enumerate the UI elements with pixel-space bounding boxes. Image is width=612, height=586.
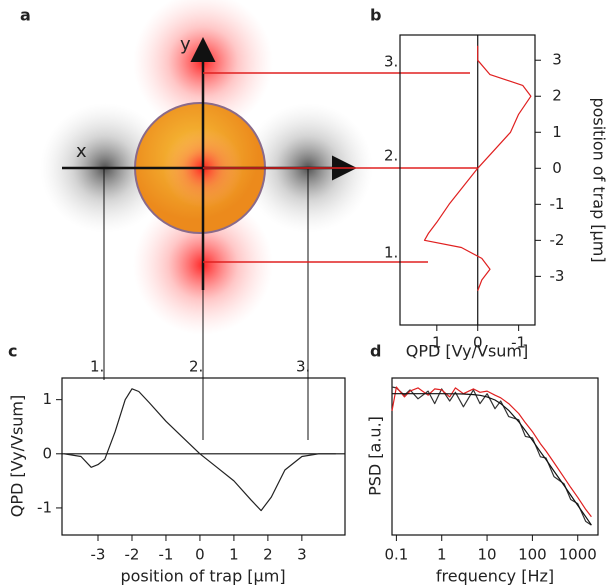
tick-label: -1 (37, 498, 52, 516)
tick-label: 2 (263, 546, 273, 564)
tick-label: -2 (550, 231, 565, 249)
tick-label: -1 (158, 546, 173, 564)
tick-label: 100 (518, 546, 547, 564)
axis-label: position of trap [µm] (590, 97, 609, 262)
tick-label: 0.1 (384, 546, 408, 564)
tick-label: 3 (552, 51, 562, 69)
marker-label: 3. (296, 358, 310, 376)
plot-frame (61, 377, 346, 536)
axis-label: position of trap [µm] (120, 567, 285, 586)
panel-label: b (370, 6, 381, 25)
panel-label: d (370, 342, 381, 361)
diagram-a: x y 1. 2. 3. 1. 2. 3. (40, 0, 478, 440)
panel-label: c (8, 342, 17, 361)
tick-label: 1000 (559, 546, 597, 564)
tick-label: -3 (550, 267, 565, 285)
axis-label: PSD [a.u.] (366, 416, 385, 496)
tick-label: 2 (552, 87, 562, 105)
axis-x-label: x (76, 141, 87, 162)
tick-label: 3 (297, 546, 307, 564)
tick-label: 1 (229, 546, 239, 564)
data-line (63, 388, 336, 512)
axis-label: QPD [Vy/Vsum] (8, 395, 27, 518)
axis-y-label: y (180, 34, 191, 55)
tick-label: 0 (473, 334, 483, 352)
tick-label: 1 (437, 546, 447, 564)
axis-label: QPD [Vy/Vsum] (406, 342, 529, 361)
marker-label: 3. (384, 53, 398, 71)
tick-label: -3 (91, 546, 106, 564)
plot-frame (391, 377, 599, 536)
axis-label: frequency [Hz] (436, 567, 554, 586)
data-line (391, 386, 592, 526)
tick-label: 10 (478, 546, 497, 564)
tick-label: -2 (125, 546, 140, 564)
marker-label: 1. (90, 358, 104, 376)
marker-label: 1. (384, 244, 398, 262)
tick-label: 0 (195, 546, 205, 564)
tick-label: -1 (550, 195, 565, 213)
data-line (392, 393, 592, 526)
data-line (423, 45, 532, 292)
tick-label: -1 (511, 334, 526, 352)
tick-label: 1 (432, 334, 442, 352)
marker-label: 2. (189, 358, 203, 376)
panel-label: a (20, 6, 31, 25)
plot-frame (399, 34, 536, 326)
tick-label: 0 (552, 159, 562, 177)
tick-label: 1 (552, 123, 562, 141)
data-line (391, 386, 592, 518)
tick-label: 1 (42, 390, 52, 408)
marker-label: 2. (384, 147, 398, 165)
tick-label: 0 (42, 444, 52, 462)
